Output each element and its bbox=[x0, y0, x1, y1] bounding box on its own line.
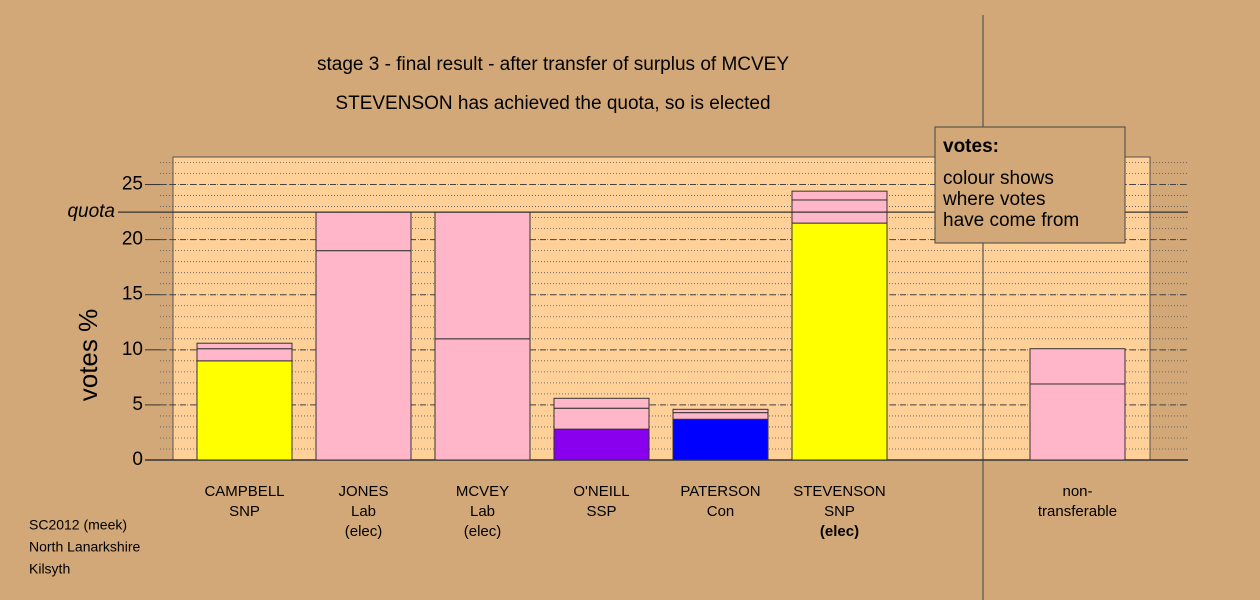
chart-subtitle: STEVENSON has achieved the quota, so is … bbox=[335, 93, 770, 114]
x-tick-label: STEVENSON bbox=[793, 483, 886, 500]
y-tick-label: 10 bbox=[122, 339, 143, 360]
bar-segment bbox=[672, 418, 769, 461]
bar-segment bbox=[791, 222, 888, 461]
y-tick-label: 15 bbox=[122, 284, 143, 305]
bar-segment bbox=[315, 250, 412, 461]
bar-segment bbox=[434, 338, 531, 461]
x-tick-label: JONES bbox=[338, 483, 388, 500]
x-tick-label: CAMPBELL bbox=[204, 483, 284, 500]
x-tick-label: MCVEY bbox=[456, 483, 509, 500]
y-tick-label: 5 bbox=[132, 394, 143, 415]
legend-box bbox=[934, 126, 1126, 244]
quota-label: quota bbox=[67, 201, 115, 222]
x-tick-label: O'NEILL bbox=[573, 483, 629, 500]
bar-segment bbox=[791, 190, 888, 201]
y-tick-label: 0 bbox=[132, 449, 143, 470]
footnote: SC2012 (meek) bbox=[29, 517, 127, 533]
legend-text: colour shows bbox=[943, 168, 1054, 189]
y-axis-label: votes % bbox=[73, 309, 103, 402]
x-tick-label: SSP bbox=[586, 503, 616, 520]
x-tick-label: (elec) bbox=[464, 523, 502, 540]
x-tick-label: Lab bbox=[351, 503, 376, 520]
x-tick-label: (elec) bbox=[345, 523, 383, 540]
bar-segment bbox=[196, 342, 293, 350]
legend-text: have come from bbox=[943, 210, 1079, 231]
footnote: Kilsyth bbox=[29, 561, 70, 577]
legend-text: where votes bbox=[942, 189, 1045, 210]
bar-segment bbox=[553, 407, 650, 430]
x-tick-label: SNP bbox=[229, 503, 260, 520]
bar-segment bbox=[315, 211, 412, 252]
x-tick-label: Con bbox=[707, 503, 735, 520]
bar-segment bbox=[553, 428, 650, 461]
y-tick-label: 20 bbox=[122, 229, 143, 250]
bar-segment bbox=[196, 348, 293, 362]
y-tick-label: 25 bbox=[122, 174, 143, 195]
bar-segment bbox=[196, 360, 293, 461]
x-tick-label: SNP bbox=[824, 503, 855, 520]
bar-segment bbox=[672, 412, 769, 420]
x-tick-label: (elec) bbox=[820, 523, 859, 540]
bar-segment bbox=[1029, 383, 1126, 461]
bars: CAMPBELL SNP JONES Lab (elec) MCVEY Lab (elec) O… bbox=[196, 190, 1126, 540]
bar-segment bbox=[672, 408, 769, 414]
bar-segment bbox=[553, 397, 650, 409]
bar-segment bbox=[434, 211, 531, 340]
chart-title: stage 3 - final result - after transfer … bbox=[317, 54, 789, 75]
x-tick-label: Lab bbox=[470, 503, 495, 520]
x-tick-label: non- bbox=[1062, 483, 1092, 500]
x-tick-label: transferable bbox=[1038, 503, 1117, 520]
legend-title: votes: bbox=[943, 136, 999, 157]
footnote: North Lanarkshire bbox=[29, 539, 140, 555]
x-tick-label: PATERSON bbox=[680, 483, 760, 500]
bar-segment bbox=[1029, 348, 1126, 385]
